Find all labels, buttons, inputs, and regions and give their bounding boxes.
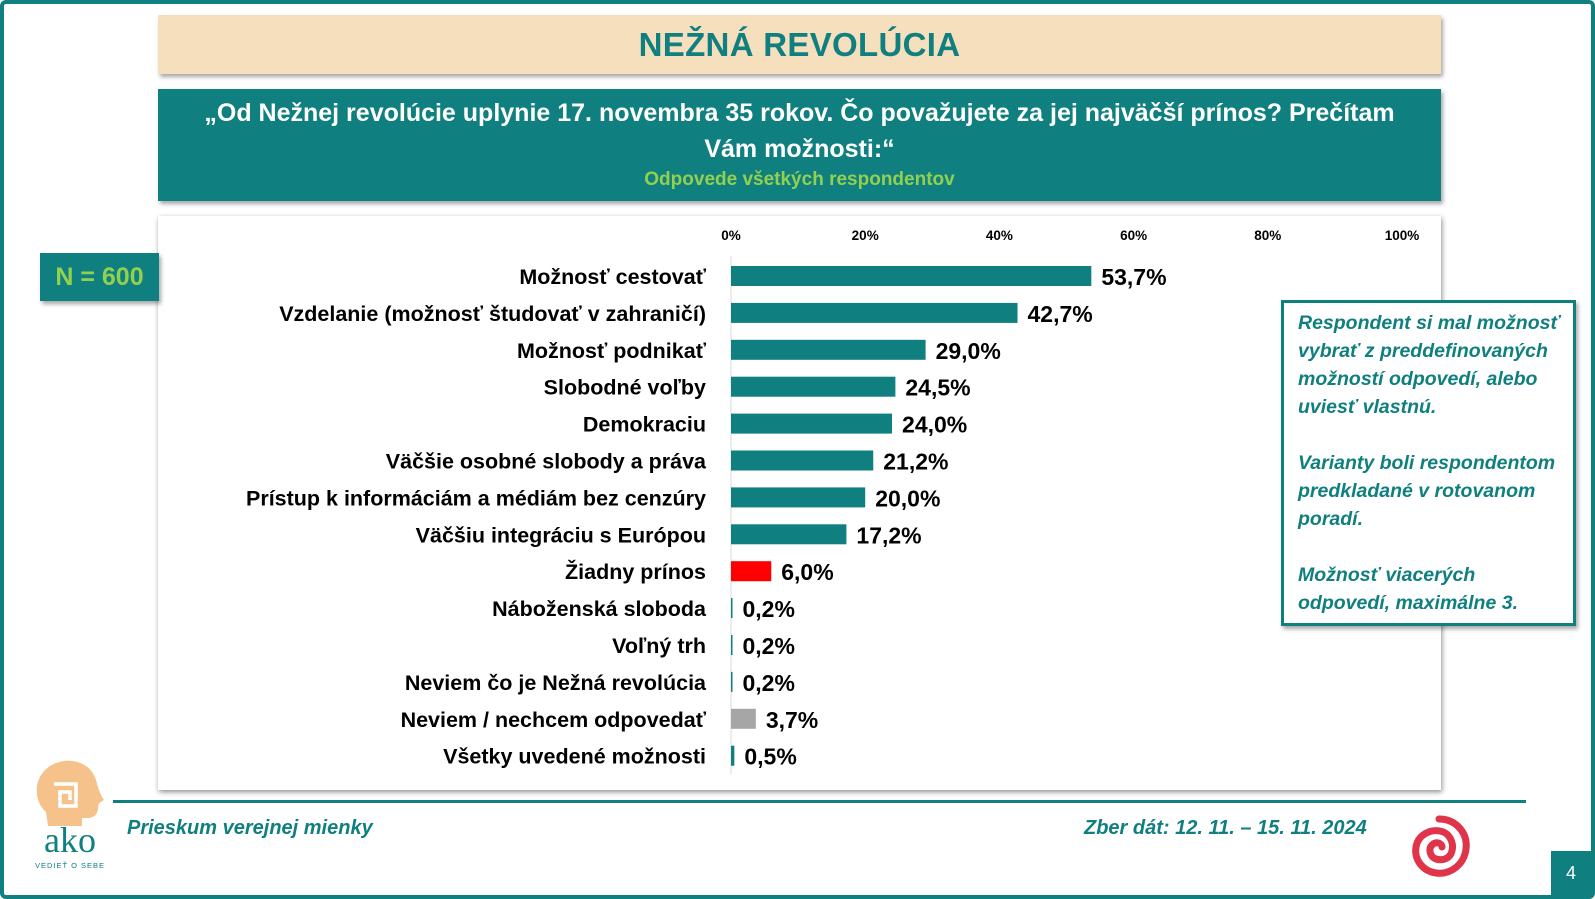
footer-survey-label: Prieskum verejnej mienky: [127, 817, 373, 839]
swirl-logo: [1412, 815, 1470, 877]
page-number-text: 4: [1565, 863, 1576, 883]
note-paragraph-3: Možnosť viacerých odpovedí, maximálne 3.: [1298, 564, 1518, 614]
footer-divider: [113, 800, 1526, 803]
note-paragraph-2: Varianty boli respondentom predkladané v…: [1298, 452, 1556, 530]
title-banner: NEŽNÁ REVOLÚCIA: [158, 15, 1441, 74]
spiral-icon: [1412, 815, 1470, 877]
page-title: NEŽNÁ REVOLÚCIA: [638, 25, 961, 63]
footer-date-range: Zber dát: 12. 11. – 15. 11. 2024: [1084, 817, 1367, 839]
question-banner: „Od Nežnej revolúcie uplynie 17. novembr…: [158, 89, 1441, 201]
survey-question: „Od Nežnej revolúcie uplynie 17. novembr…: [204, 99, 1395, 163]
chart-panel: [158, 216, 1441, 790]
sample-size-badge: N = 600: [40, 253, 159, 301]
page-number: 4: [1551, 851, 1591, 896]
methodology-note: Respondent si mal možnosť vybrať z predd…: [1281, 300, 1576, 626]
ako-logo: ako VEDIEŤ O SEBE: [35, 760, 105, 870]
ako-tagline-text: VEDIEŤ O SEBE: [35, 861, 105, 870]
sample-size-label: N = 600: [55, 262, 144, 291]
ako-brand-text: ako: [44, 820, 96, 860]
note-paragraph-1: Respondent si mal možnosť vybrať z predd…: [1298, 312, 1560, 418]
respondents-subtitle: Odpovede všetkých respondentov: [644, 169, 955, 190]
